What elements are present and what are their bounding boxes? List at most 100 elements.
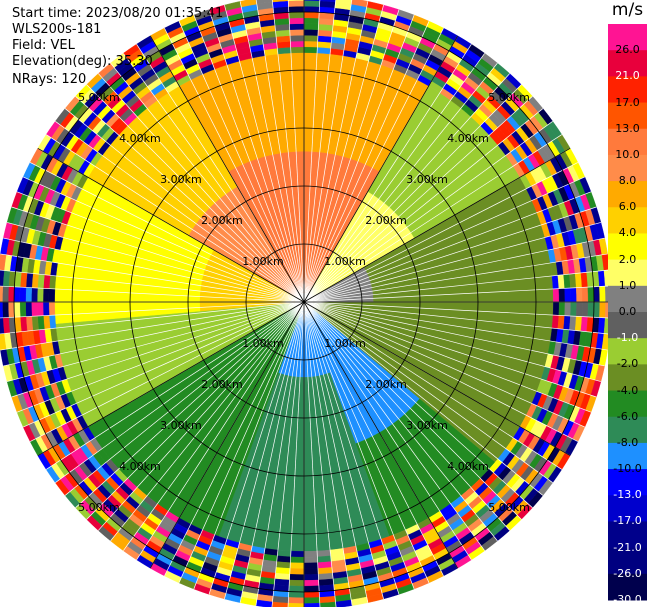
range-ring-label: 5.00km — [78, 501, 120, 514]
colorbar-swatch — [608, 233, 647, 261]
ray-separator — [303, 301, 533, 508]
colorbar-swatch — [608, 469, 647, 496]
ray-separator — [178, 301, 305, 583]
range-ring-labels: 1.00km 1.00km 1.00km 1.00km 2.00km 2.00km 2.00… — [78, 91, 530, 514]
colorbar-swatch — [608, 285, 647, 313]
ray-separator — [303, 301, 337, 607]
range-ring-label: 4.00km — [447, 460, 489, 473]
noise-gate — [48, 288, 56, 303]
ray-separator — [11, 301, 305, 398]
colorbar-unit-label: m/s — [611, 0, 644, 20]
ray-separator — [303, 0, 321, 303]
noise-gate — [303, 11, 320, 19]
colorbar-swatch — [608, 547, 647, 575]
ray-separator — [239, 301, 305, 603]
ray-separator — [55, 301, 305, 483]
noise-gate — [303, 602, 321, 607]
ray-separator — [303, 301, 562, 470]
ray-separator — [303, 222, 602, 303]
noise-gate — [552, 301, 560, 316]
ray-separator — [29, 162, 305, 303]
range-ring-label: 3.00km — [160, 173, 202, 186]
ray-separator — [224, 4, 305, 303]
ray-separator — [0, 253, 305, 303]
colorbar-tick-label: -21.0 — [613, 540, 642, 554]
ray-separator — [303, 301, 608, 351]
ray-separator — [303, 62, 498, 303]
ray-separator — [255, 0, 305, 303]
ray-separator — [303, 301, 430, 583]
noise-gate — [288, 0, 305, 7]
ray-separator — [0, 285, 305, 303]
ray-separator — [303, 301, 597, 398]
colorbar-tick-label: 21.0 — [615, 69, 640, 83]
noise-gate — [19, 286, 27, 303]
noise-gate — [558, 301, 566, 316]
ray-separator — [64, 301, 305, 496]
noise-gate — [0, 285, 4, 303]
noise-gate — [599, 286, 606, 303]
noise-gate — [19, 301, 27, 318]
range-ring-label: 2.00km — [365, 378, 407, 391]
ray-separator — [303, 237, 605, 303]
range-ring-label: 1.00km — [324, 337, 366, 350]
ray-separator — [0, 301, 305, 319]
noise-gate — [289, 568, 305, 575]
noise-gate — [303, 591, 320, 599]
noise-gate — [42, 288, 50, 303]
ray-separator — [303, 301, 384, 600]
colorbar-swatch — [608, 154, 647, 182]
noise-gate — [290, 550, 305, 558]
noise-gate — [303, 29, 319, 36]
colorbar-swatch — [608, 259, 647, 287]
range-ring-label: 5.00km — [488, 501, 530, 514]
ray-separator — [123, 301, 305, 551]
ray-separator — [303, 176, 585, 303]
ray-separator — [303, 301, 472, 560]
ray-separator — [303, 121, 553, 303]
ray-separator — [303, 4, 384, 303]
ray-separator — [3, 237, 305, 303]
ray-separator — [303, 0, 353, 303]
noise-gate — [581, 301, 589, 318]
noise-gate — [287, 602, 305, 607]
noise-gate — [289, 29, 305, 36]
range-ring-label: 2.00km — [201, 214, 243, 227]
ray-separator — [303, 301, 579, 442]
colorbar-swatch — [608, 416, 647, 444]
ray-separator — [208, 9, 305, 303]
azimuth-spoke — [37, 147, 305, 303]
noise-gate — [288, 585, 305, 593]
ray-separator — [271, 301, 305, 607]
ray-separator — [303, 301, 321, 607]
range-ring-label: 4.00km — [119, 132, 161, 145]
ray-separator — [303, 301, 498, 542]
noise-gate — [289, 23, 305, 30]
range-ring-label: 1.00km — [324, 255, 366, 268]
ray-separator — [64, 108, 305, 303]
ray-separator — [86, 301, 305, 520]
colorbar-swatch — [608, 207, 647, 234]
ray-separator — [75, 301, 305, 508]
azimuth-spoke — [149, 35, 305, 303]
noise-gate — [552, 288, 560, 303]
ray-separator — [55, 121, 305, 303]
ray-separator — [23, 176, 305, 303]
ray-separator — [303, 301, 510, 531]
noise-gate — [303, 568, 319, 575]
ray-separator — [164, 301, 305, 577]
ray-separator — [23, 301, 305, 428]
ray-separator — [303, 301, 553, 483]
elevation-text: Elevation(deg): 35.30 — [12, 54, 153, 69]
ray-separator — [255, 301, 305, 606]
ray-separator — [303, 73, 510, 303]
instrument-text: WLS200s-181 — [12, 22, 102, 37]
colorbar-tick-label: 2.0 — [618, 252, 637, 266]
colorbar-tick-label: -17.0 — [613, 514, 642, 528]
range-ring-label: 3.00km — [406, 419, 448, 432]
ray-separator — [303, 9, 400, 303]
colorbar-tick-label: 13.0 — [615, 121, 640, 135]
colorbar-swatch — [608, 521, 647, 549]
azimuth-spoke — [303, 301, 571, 457]
colorbar-tick-label: -1.0 — [616, 331, 639, 345]
